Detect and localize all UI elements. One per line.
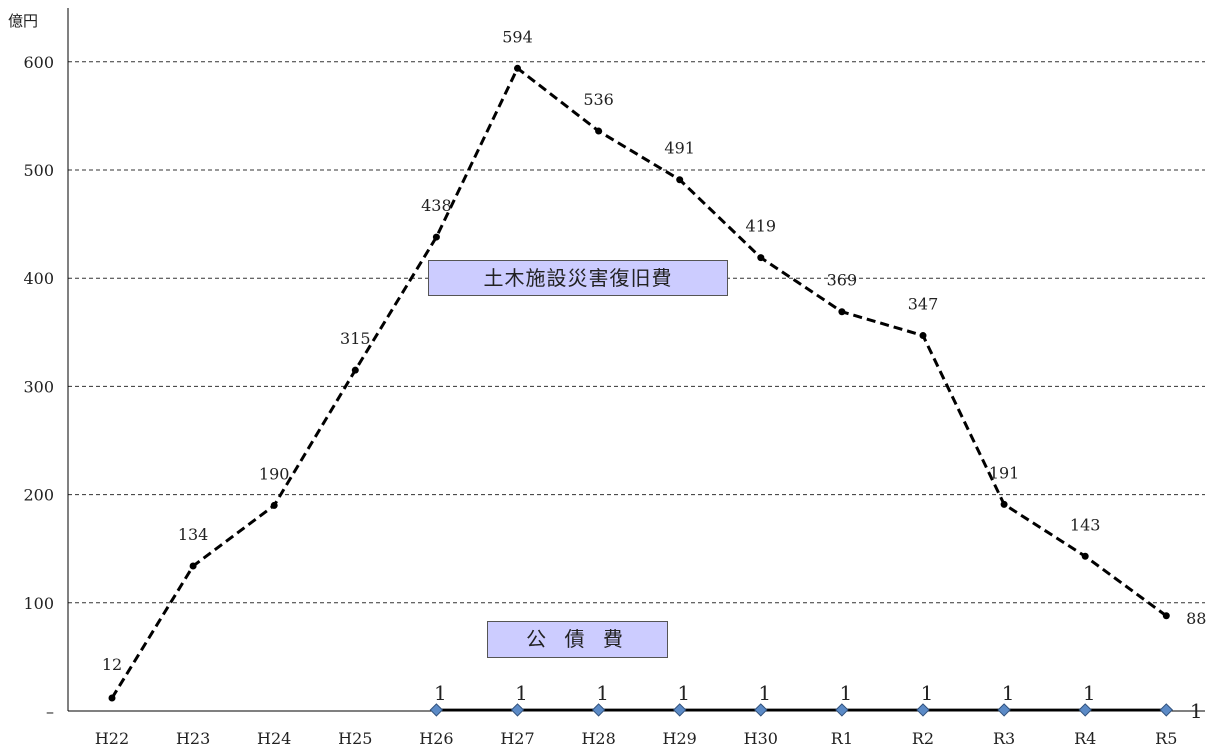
data-point — [433, 234, 440, 241]
data-label: 491 — [664, 139, 695, 158]
series-label-disaster-recovery: 土木施設災害復旧費 — [428, 260, 728, 296]
data-label: 191 — [989, 463, 1020, 482]
data-point — [757, 254, 764, 261]
data-label: 1 — [1190, 699, 1203, 723]
data-label: 134 — [178, 525, 209, 544]
data-point — [595, 128, 602, 135]
data-label: 1 — [1083, 681, 1096, 705]
data-label: 594 — [502, 27, 533, 46]
data-label: 1 — [677, 681, 690, 705]
data-label: 1 — [840, 681, 853, 705]
x-tick-label: H30 — [744, 729, 778, 748]
y-tick-label: 500 — [23, 161, 54, 180]
x-tick-label: H28 — [581, 729, 615, 748]
y-axis-unit-label: 億円 — [8, 12, 38, 30]
data-point — [514, 65, 521, 72]
data-point — [1082, 553, 1089, 560]
series-disaster-recovery: 12 134 190 315 438 594 536 491 419 369 347 191 143 88 — [102, 27, 1207, 701]
data-label: 315 — [340, 329, 371, 348]
x-tick-label: H25 — [338, 729, 372, 748]
data-label: 143 — [1070, 515, 1101, 534]
data-label: 419 — [746, 217, 777, 236]
data-label: 1 — [515, 681, 528, 705]
data-label: 1 — [434, 681, 447, 705]
data-label: 347 — [908, 295, 939, 314]
x-tick-label: R4 — [1074, 729, 1096, 748]
x-tick-label: H24 — [257, 729, 291, 748]
data-point — [838, 308, 845, 315]
x-tick-label: R5 — [1155, 729, 1177, 748]
data-marker — [917, 704, 929, 716]
data-point — [676, 176, 683, 183]
data-label: 1 — [921, 681, 934, 705]
data-label: 190 — [259, 464, 290, 483]
data-marker — [836, 704, 848, 716]
x-tick-labels: H22 H23 H24 H25 H26 H27 H28 H29 H30 R1 R2 R3 R4 R5 — [95, 729, 1178, 748]
data-marker — [512, 704, 524, 716]
data-label: 12 — [102, 655, 122, 674]
x-tick-label: H22 — [95, 729, 129, 748]
y-tick-label: 100 — [23, 594, 54, 613]
y-tick-label: – — [46, 702, 54, 721]
data-label: 536 — [583, 90, 614, 109]
data-marker — [998, 704, 1010, 716]
gridlines — [68, 62, 1205, 603]
data-label: 369 — [827, 271, 858, 290]
y-tick-label: 600 — [23, 53, 54, 72]
data-point — [1163, 612, 1170, 619]
data-marker — [1160, 704, 1172, 716]
series-line-disaster-recovery — [112, 68, 1166, 698]
x-tick-label: H26 — [419, 729, 453, 748]
data-label: 438 — [421, 196, 452, 215]
data-point — [271, 502, 278, 509]
x-tick-label: R2 — [912, 729, 934, 748]
data-point — [190, 563, 197, 570]
series-public-debt: 1 1 1 1 1 1 1 1 1 1 — [430, 681, 1202, 723]
series-label-public-debt: 公 債 費 — [487, 621, 668, 658]
data-label: 1 — [1002, 681, 1015, 705]
data-marker — [755, 704, 767, 716]
x-tick-label: H23 — [176, 729, 210, 748]
data-point — [1001, 501, 1008, 508]
y-tick-labels: – 100 200 300 400 500 600 — [23, 53, 54, 721]
axes — [68, 8, 1205, 711]
x-tick-label: H29 — [663, 729, 697, 748]
data-marker — [1079, 704, 1091, 716]
data-marker — [593, 704, 605, 716]
data-point — [352, 367, 359, 374]
data-marker — [674, 704, 686, 716]
data-point — [920, 332, 927, 339]
x-tick-label: R1 — [831, 729, 853, 748]
y-tick-label: 400 — [23, 269, 54, 288]
data-label: 1 — [758, 681, 771, 705]
data-point — [109, 695, 116, 702]
x-tick-label: H27 — [500, 729, 534, 748]
y-tick-label: 200 — [23, 486, 54, 505]
data-label: 88 — [1186, 609, 1206, 628]
data-marker — [430, 704, 442, 716]
data-label: 1 — [596, 681, 609, 705]
x-tick-label: R3 — [993, 729, 1015, 748]
y-tick-label: 300 — [23, 377, 54, 396]
